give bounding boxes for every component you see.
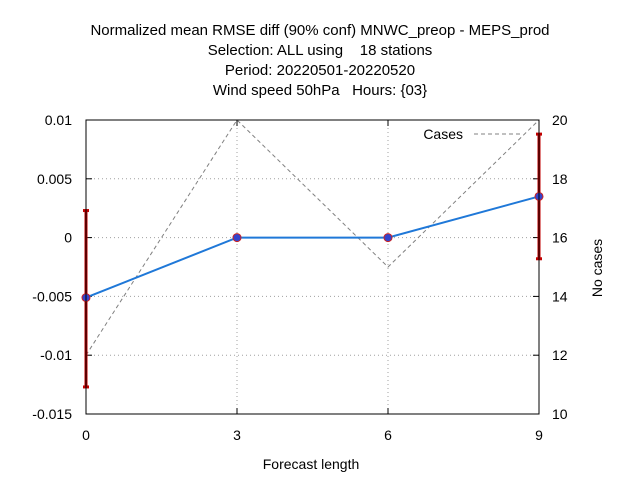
series-layer: [81, 119, 544, 389]
x-tick-label: 9: [535, 427, 543, 443]
x-tick-label: 3: [233, 427, 241, 443]
y-tick-label: -0.005: [32, 288, 72, 304]
y-tick-label: 0.01: [45, 112, 72, 128]
y2-axis-label: No cases: [589, 239, 605, 297]
y-tick-label: 0.005: [37, 171, 72, 187]
y2-tick-label: 14: [552, 288, 568, 304]
plot-frame: [85, 119, 540, 415]
y-tick-label: -0.015: [32, 406, 72, 422]
title-line-1: Normalized mean RMSE diff (90% conf) MNW…: [90, 22, 549, 39]
y-axis-ticks: 0.01 0.005 0 -0.005 -0.01 -0.015: [32, 112, 92, 422]
title-line-3: Period: 20220501-20220520: [225, 62, 415, 79]
y2-tick-label: 20: [552, 112, 568, 128]
x-tick-label: 6: [384, 427, 392, 443]
legend: Cases: [423, 126, 522, 142]
y2-tick-label: 18: [552, 171, 568, 187]
grid: [86, 120, 539, 414]
title-line-4: Wind speed 50hPa Hours: {03}: [213, 82, 427, 99]
x-tick-label: 0: [82, 427, 90, 443]
chart-title: Normalized mean RMSE diff (90% conf) MNW…: [90, 22, 549, 99]
x-axis-label: Forecast length: [263, 456, 360, 472]
y-tick-label: -0.01: [40, 347, 72, 363]
y2-axis-ticks: 20 18 16 14 12 10: [533, 112, 568, 422]
title-line-2: Selection: ALL using 18 stations: [208, 42, 433, 59]
y-tick-label: 0: [64, 230, 72, 246]
data-point: [232, 233, 242, 243]
y2-tick-label: 16: [552, 230, 568, 246]
y2-tick-label: 12: [552, 347, 568, 363]
y2-tick-label: 10: [552, 406, 568, 422]
series-rmse-line: [85, 195, 540, 299]
series-cases-line: [85, 119, 540, 356]
legend-label-cases: Cases: [423, 126, 463, 142]
data-point: [383, 233, 393, 243]
x-axis-ticks: 0 3 6 9: [82, 120, 543, 443]
